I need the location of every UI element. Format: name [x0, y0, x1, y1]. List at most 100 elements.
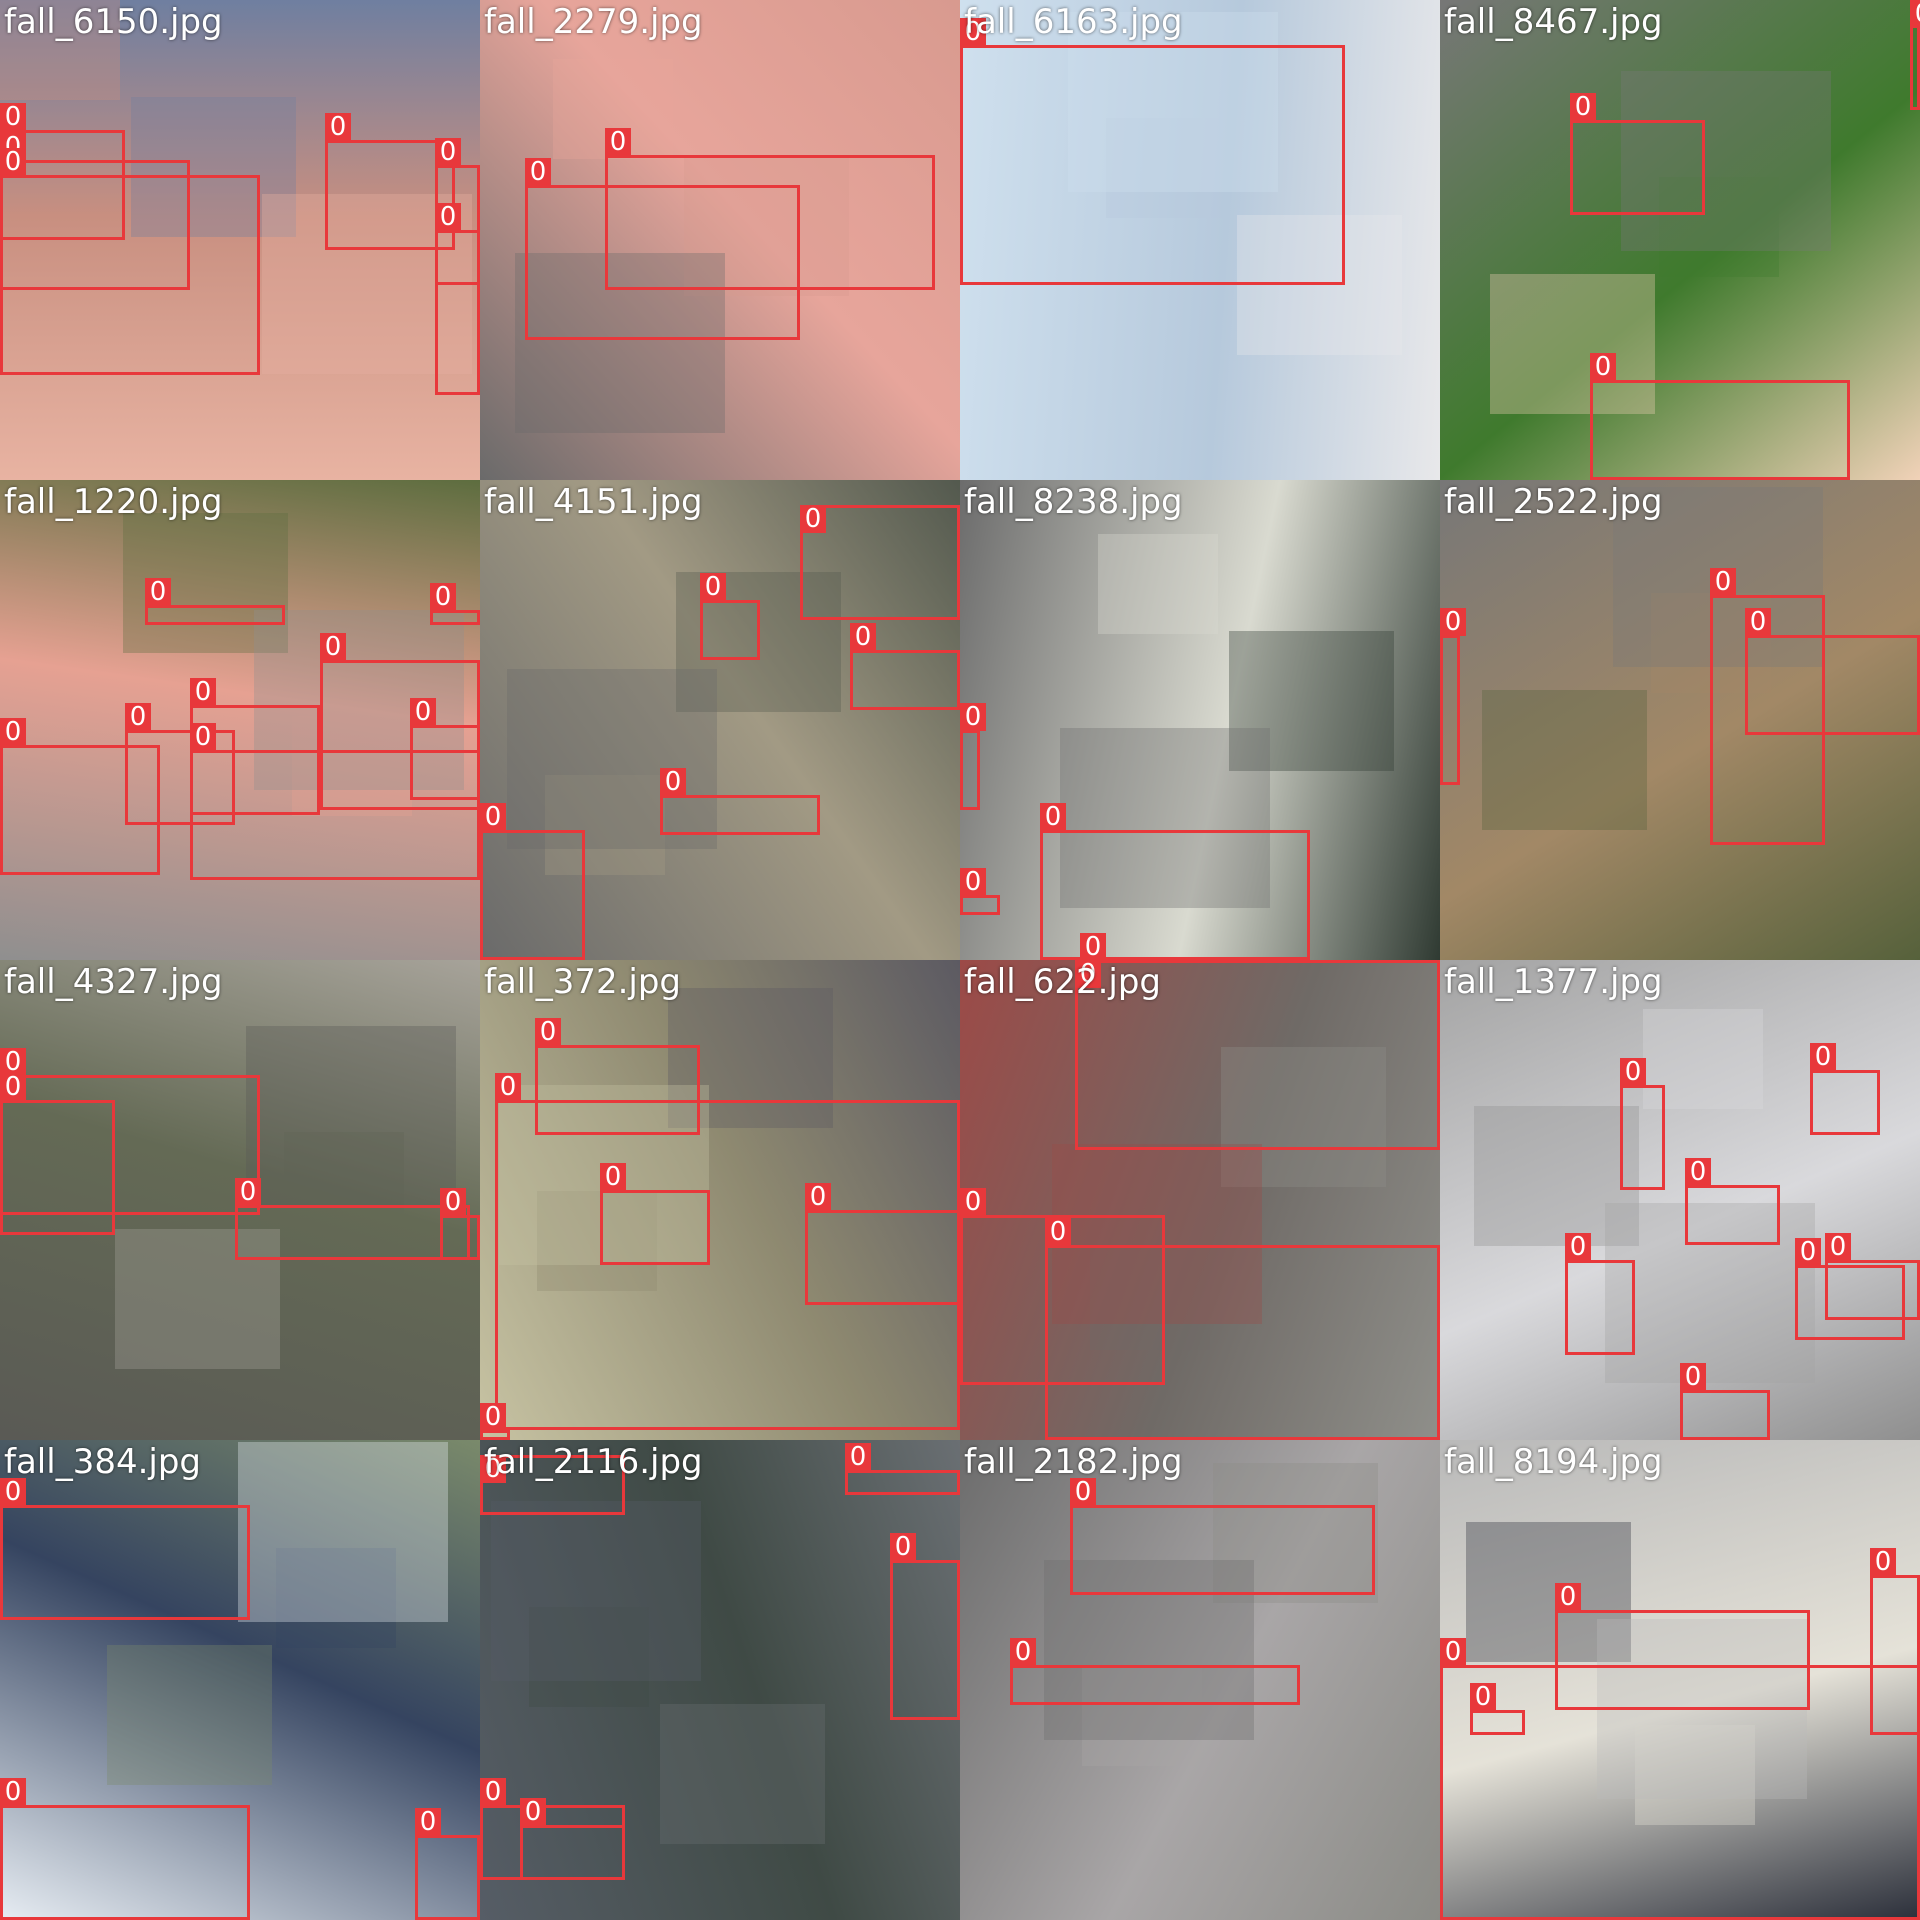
bounding-box: 0 [800, 505, 960, 620]
bounding-box: 0 [1810, 1043, 1880, 1135]
bounding-box: 0 [1590, 353, 1850, 480]
mosaic-tile: fall_8238.jpg 0 0 0 0 [960, 480, 1440, 960]
class-id-label: 0 [495, 1073, 521, 1101]
class-id-label: 0 [1010, 1638, 1036, 1666]
class-id-label: 0 [1745, 608, 1771, 636]
bounding-box: 0 [850, 623, 960, 710]
tile-patch [684, 156, 849, 296]
tile-image [480, 1440, 960, 1920]
tile-filename-label: fall_372.jpg [484, 962, 682, 1002]
bounding-box: 0 [1070, 1478, 1375, 1595]
class-id-label: 0 [0, 103, 26, 131]
mosaic-tile: fall_6163.jpg 0 [960, 0, 1440, 480]
bounding-box: 0 [960, 18, 1345, 285]
bounding-box: 0 [190, 678, 320, 815]
class-id-label: 0 [1570, 93, 1596, 121]
tile-image [1440, 960, 1920, 1440]
tile-patch [491, 1501, 701, 1681]
class-id-label: 0 [1810, 1043, 1836, 1071]
mosaic-tile: fall_4327.jpg 0 0 0 0 [0, 960, 480, 1440]
bounding-box: 0 [0, 1778, 250, 1920]
tile-filename-label: fall_2116.jpg [484, 1442, 703, 1482]
bounding-box: 0 [0, 148, 260, 375]
class-id-label: 0 [480, 1778, 506, 1806]
class-id-label: 0 [1910, 0, 1920, 28]
class-id-label: 0 [440, 1188, 466, 1216]
class-id-label: 0 [520, 1798, 546, 1826]
class-id-label: 0 [235, 1178, 261, 1206]
bounding-box: 0 [605, 128, 935, 290]
bounding-box: 0 [235, 1178, 470, 1260]
tile-image [960, 0, 1440, 480]
bounding-box: 0 [1470, 1683, 1525, 1735]
class-id-label: 0 [1620, 1058, 1646, 1086]
class-id-label: 0 [600, 1163, 626, 1191]
tile-filename-label: fall_8194.jpg [1444, 1442, 1663, 1482]
class-id-label: 0 [1440, 1638, 1466, 1666]
bounding-box: 0 [1795, 1238, 1905, 1340]
tile-filename-label: fall_622.jpg [964, 962, 1162, 1002]
tile-patch [1229, 631, 1394, 771]
class-id-label: 0 [960, 1188, 986, 1216]
class-id-label: 0 [890, 1533, 916, 1561]
tile-patch [1659, 177, 1779, 277]
bounding-box: 0 [1010, 1638, 1300, 1705]
tile-image [960, 960, 1440, 1440]
tile-image [960, 1440, 1440, 1920]
bounding-box: 0 [1040, 803, 1310, 960]
tile-patch [537, 1191, 657, 1291]
tile-patch [1621, 71, 1831, 251]
tile-patch [107, 1645, 272, 1785]
tile-patch [529, 1607, 649, 1707]
class-id-label: 0 [845, 1443, 871, 1471]
bounding-box: 0 [520, 1798, 625, 1880]
bounding-box: 0 [1570, 93, 1705, 215]
bounding-box: 0 [525, 158, 800, 340]
bounding-box: 0 [125, 703, 235, 825]
mosaic-tile: fall_6150.jpg 0 0 0 0 0 0 [0, 0, 480, 480]
tile-image [0, 1440, 480, 1920]
bounding-box: 0 [145, 578, 285, 625]
mosaic-tile: fall_2522.jpg 0 0 0 [1440, 480, 1920, 960]
bounding-box: 0 [845, 1443, 960, 1495]
class-id-label: 0 [415, 1808, 441, 1836]
mosaic-tile: fall_4151.jpg 0 0 0 0 0 [480, 480, 960, 960]
class-id-label: 0 [190, 723, 216, 751]
bounding-box: 0 [480, 803, 585, 960]
bounding-box: 0 [480, 1455, 625, 1515]
tile-patch [131, 97, 296, 237]
tile-filename-label: fall_1220.jpg [4, 482, 223, 522]
tile-patch [292, 716, 412, 816]
class-id-label: 0 [1680, 1363, 1706, 1391]
class-id-label: 0 [1795, 1238, 1821, 1266]
mosaic-tile: fall_2279.jpg 0 0 [480, 0, 960, 480]
mosaic-tile: fall_1377.jpg 0 0 0 0 0 0 0 [1440, 960, 1920, 1440]
class-id-label: 0 [0, 1048, 26, 1076]
class-id-label: 0 [480, 803, 506, 831]
tile-filename-label: fall_384.jpg [4, 1442, 202, 1482]
bounding-box: 0 [1555, 1583, 1810, 1710]
class-id-label: 0 [410, 698, 436, 726]
tile-patch [1090, 1250, 1210, 1350]
tile-patch [1044, 1560, 1254, 1740]
bounding-box: 0 [0, 1073, 115, 1235]
tile-patch [1237, 215, 1402, 355]
tile-patch [1490, 274, 1655, 414]
bounding-box: 0 [660, 768, 820, 835]
bounding-box: 0 [325, 113, 455, 250]
bounding-box: 0 [960, 703, 986, 810]
mosaic-tile: fall_8194.jpg 0 0 0 0 [1440, 1440, 1920, 1920]
bounding-box: 0 [1870, 1548, 1920, 1735]
bounding-box: 0 [1620, 1058, 1665, 1190]
class-id-label: 0 [0, 1778, 26, 1806]
tile-patch [1213, 1463, 1378, 1603]
class-id-label: 0 [1870, 1548, 1896, 1576]
class-id-label: 0 [325, 113, 351, 141]
tile-image [480, 0, 960, 480]
bounding-box: 0 [1440, 1638, 1920, 1920]
class-id-label: 0 [480, 1455, 506, 1483]
class-id-label: 0 [0, 1478, 26, 1506]
tile-patch [1466, 1522, 1631, 1662]
tile-image [1440, 0, 1920, 480]
